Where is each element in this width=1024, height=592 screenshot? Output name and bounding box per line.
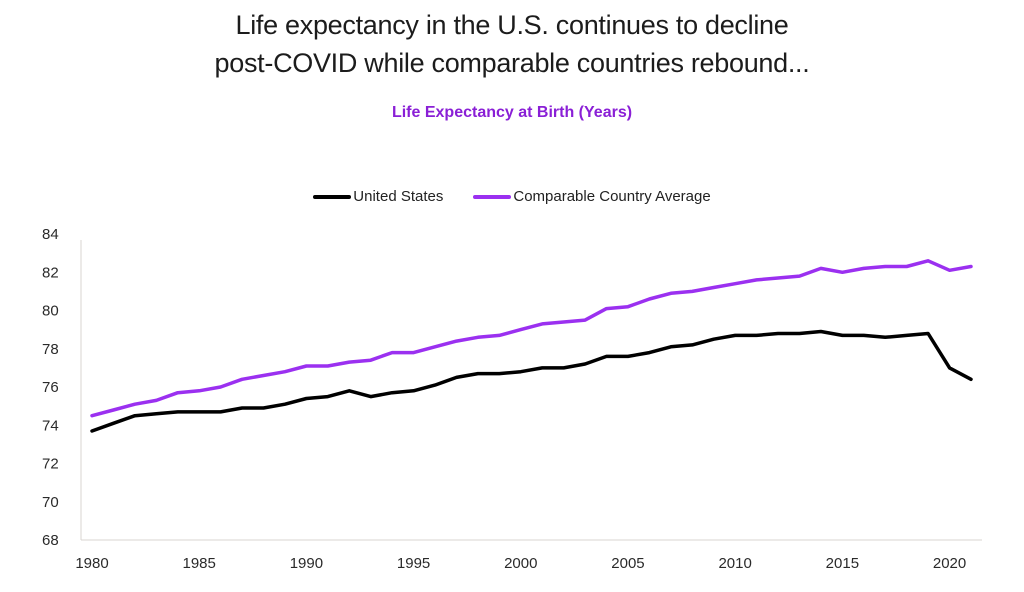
y-tick-label: 78 xyxy=(42,341,59,358)
y-tick-label: 82 xyxy=(42,264,59,281)
x-tick-label: 2010 xyxy=(718,555,751,572)
series-lines xyxy=(90,259,973,433)
x-tick-label: 1995 xyxy=(397,555,430,572)
y-tick-label: 68 xyxy=(42,532,59,549)
axes xyxy=(80,240,982,541)
y-tick-label: 76 xyxy=(42,379,59,396)
x-tick-labels: 1980 1985 1990 1995 2000 2005 2010 2015 2020 xyxy=(75,555,966,572)
y-tick-label: 80 xyxy=(42,303,59,320)
y-tick-label: 84 xyxy=(42,226,59,243)
x-tick-label: 2015 xyxy=(826,555,859,572)
x-tick-label: 1980 xyxy=(75,555,108,572)
legend-swatch-us xyxy=(313,194,352,199)
series-line-united-states xyxy=(90,329,973,433)
y-tick-label: 74 xyxy=(42,417,59,434)
x-tick-label: 1985 xyxy=(183,555,216,572)
x-tick-label: 1990 xyxy=(290,555,323,572)
y-tick-label: 72 xyxy=(42,456,59,473)
x-tick-label: 2000 xyxy=(504,555,537,572)
legend-swatch-comparable xyxy=(473,194,512,199)
chart-title-line-2: post-COVID while comparable countries re… xyxy=(214,48,810,78)
legend: United States Comparable Country Average xyxy=(0,188,1024,205)
legend-label-comparable: Comparable Country Average xyxy=(513,188,711,205)
x-tick-label: 2005 xyxy=(611,555,644,572)
series-line-comparable-country-average xyxy=(90,259,973,418)
legend-item-comparable: Comparable Country Average xyxy=(473,188,711,205)
x-tick-label: 2020 xyxy=(933,555,966,572)
chart-subtitle: Life Expectancy at Birth (Years) xyxy=(391,104,633,121)
y-tick-label: 70 xyxy=(42,494,59,511)
chart-title: Life expectancy in the U.S. continues to… xyxy=(0,6,1024,82)
legend-item-us: United States xyxy=(313,188,443,205)
legend-label-us: United States xyxy=(353,188,444,205)
y-tick-labels: 68 70 72 74 76 78 80 82 84 xyxy=(42,226,59,549)
chart-title-line-1: Life expectancy in the U.S. continues to… xyxy=(235,10,789,40)
